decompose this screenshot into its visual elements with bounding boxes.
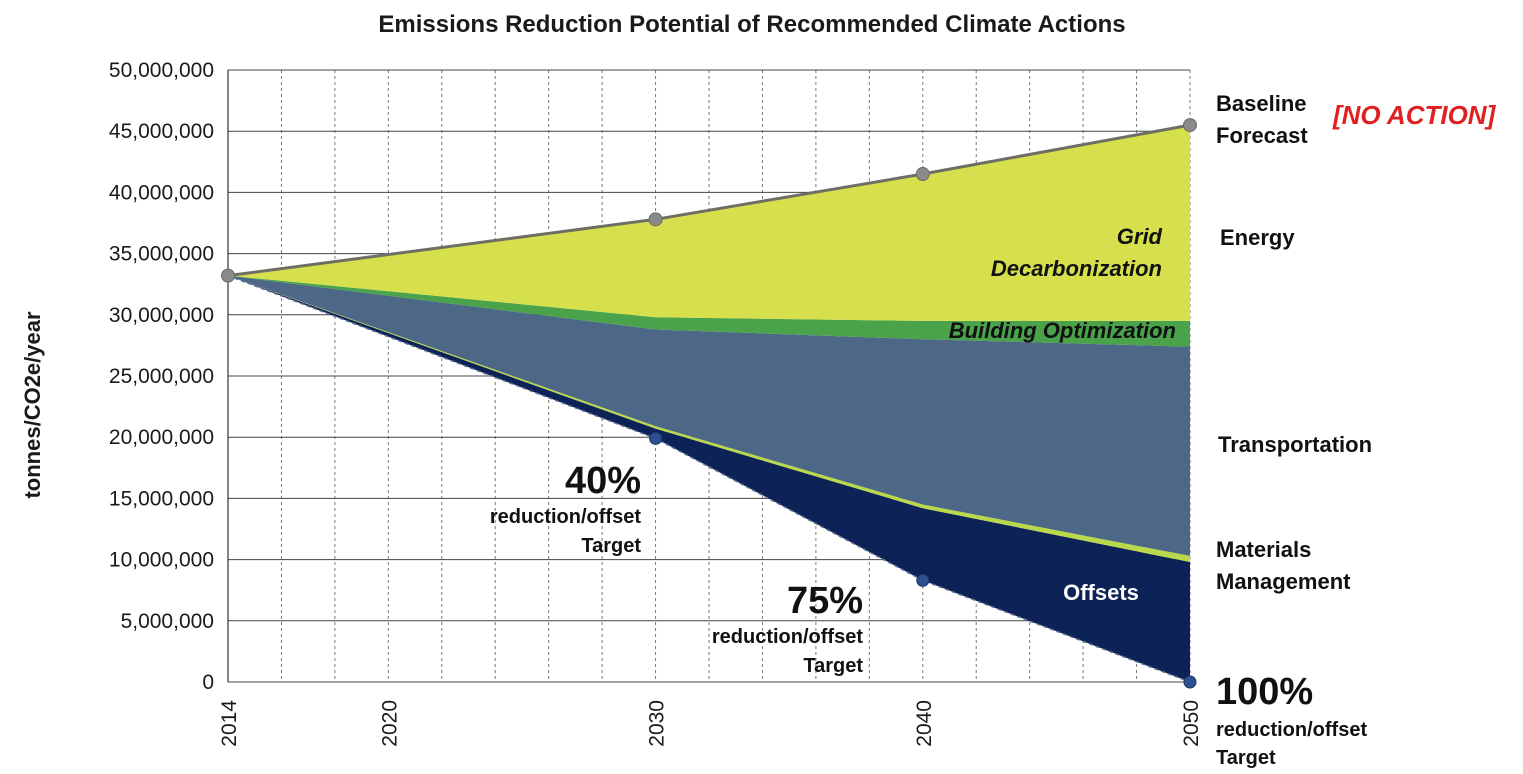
transportation-label: Transportation: [1218, 432, 1372, 457]
y-tick-label: 20,000,000: [109, 426, 214, 449]
y-tick-label: 35,000,000: [109, 243, 214, 266]
target-point-2030: [649, 431, 663, 445]
offsets-area: [228, 275, 1190, 682]
data-points: [221, 118, 1197, 689]
x-tick-label-2050: 2050: [1180, 700, 1203, 747]
x-axis-ticks: 2014 2020 2030 2040 2050: [218, 700, 1203, 747]
building-optimization-area: [228, 275, 1190, 347]
target-100-line2: Target: [1216, 747, 1276, 769]
target-point-2050: [1183, 675, 1197, 689]
target-100-line1: reduction/offset: [1216, 719, 1367, 741]
y-tick-label: 0: [202, 671, 214, 694]
target-75-line1: reduction/offset: [712, 626, 863, 648]
y-tick-label: 10,000,000: [109, 549, 214, 572]
baseline-forecast-line: [227, 123, 1191, 278]
y-tick-label: 50,000,000: [109, 59, 214, 82]
target-75-percent: 75%: [787, 580, 863, 622]
baseline-point-2050: [1183, 118, 1197, 133]
x-tick-label-2020: 2020: [378, 700, 401, 747]
no-action-label: [NO ACTION]: [1332, 100, 1497, 130]
x-tick-label-2014: 2014: [218, 700, 241, 747]
materials-label-line2: Management: [1216, 569, 1351, 594]
grid-decarbonization-area: [228, 125, 1190, 321]
transportation-area: [228, 275, 1190, 556]
y-tick-label: 25,000,000: [109, 365, 214, 388]
y-tick-label: 5,000,000: [121, 610, 214, 633]
chart-title: Emissions Reduction Potential of Recomme…: [378, 11, 1125, 38]
area-layers: [228, 125, 1190, 682]
target-40-percent: 40%: [565, 460, 641, 502]
energy-label: Energy: [1220, 225, 1295, 250]
y-axis-label: tonnes/CO2e/year: [20, 311, 45, 499]
y-tick-label: 15,000,000: [109, 487, 214, 510]
baseline-point-2040: [915, 167, 930, 182]
baseline-point-2030: [648, 212, 663, 227]
y-tick-label: 40,000,000: [109, 181, 214, 204]
target-100-percent: 100%: [1216, 671, 1313, 713]
target-40-line2: Target: [581, 535, 641, 557]
baseline-label-line1: Baseline: [1216, 91, 1307, 116]
materials-label-line1: Materials: [1216, 537, 1311, 562]
baseline-label-line2: Forecast: [1216, 123, 1308, 148]
target-line: [227, 274, 1191, 683]
target-point-2040: [916, 573, 930, 587]
grid-decarbonization-label-line2: Decarbonization: [991, 256, 1162, 281]
target-40-line1: reduction/offset: [490, 506, 641, 528]
building-optimization-label: Building Optimization: [949, 318, 1176, 343]
y-tick-label: 30,000,000: [109, 304, 214, 327]
x-tick-label-2030: 2030: [646, 700, 669, 747]
x-tick-label-2040: 2040: [913, 700, 936, 747]
y-axis-ticks: 0 5,000,000 10,000,000 15,000,000 20,000,000…: [109, 59, 214, 694]
target-75-line2: Target: [803, 655, 863, 677]
grid-decarbonization-label-line1: Grid: [1117, 224, 1163, 249]
line-series: [227, 123, 1191, 683]
offsets-label: Offsets: [1063, 580, 1139, 605]
y-tick-label: 45,000,000: [109, 120, 214, 143]
baseline-point-2014: [221, 268, 235, 283]
